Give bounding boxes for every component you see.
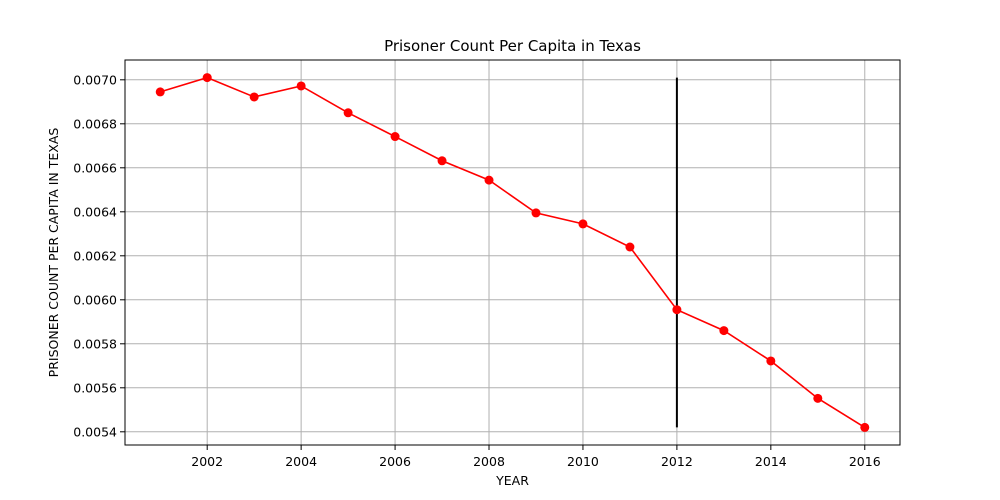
- data-point: [484, 175, 494, 185]
- x-tick-label: 2002: [191, 454, 223, 469]
- data-point: [531, 208, 541, 218]
- x-tick-label: 2004: [285, 454, 317, 469]
- data-point: [625, 242, 635, 252]
- data-point: [672, 305, 682, 315]
- plot-area-frame: [124, 59, 901, 446]
- data-point: [296, 81, 306, 91]
- data-point: [766, 356, 776, 366]
- data-point: [155, 87, 165, 97]
- y-tick-label: 0.0054: [73, 424, 117, 439]
- series-layer: [155, 73, 870, 432]
- data-point: [202, 73, 212, 83]
- x-tick-label: 2012: [661, 454, 693, 469]
- y-tick-label: 0.0056: [73, 380, 117, 395]
- y-axis-ticks: 0.0054 0.0056 0.0058 0.0060 0.0062 0.0064 0.00…: [73, 72, 125, 439]
- data-point: [813, 393, 823, 403]
- y-tick-label: 0.0068: [73, 116, 117, 131]
- x-tick-label: 2006: [379, 454, 411, 469]
- data-point: [390, 132, 400, 142]
- x-axis-title: YEAR: [495, 473, 529, 488]
- y-tick-label: 0.0060: [73, 292, 117, 307]
- grid-lines: [125, 60, 900, 445]
- y-tick-label: 0.0058: [73, 336, 117, 351]
- data-point: [249, 92, 259, 102]
- x-axis-ticks: 2002 2004 2006 2008 2010 2012 2014 2016: [191, 445, 881, 469]
- data-point: [578, 219, 588, 229]
- y-tick-label: 0.0070: [73, 72, 117, 87]
- y-tick-label: 0.0066: [73, 160, 117, 175]
- data-point: [437, 156, 447, 166]
- chart-title: Prisoner Count Per Capita in Texas: [384, 37, 641, 55]
- series-line: [159, 76, 866, 429]
- data-point: [343, 108, 353, 118]
- x-tick-label: 2010: [567, 454, 599, 469]
- y-tick-label: 0.0062: [73, 248, 117, 263]
- data-point: [860, 422, 870, 432]
- x-tick-label: 2016: [849, 454, 881, 469]
- data-point: [719, 326, 729, 336]
- y-axis-title: PRISONER COUNT PER CAPITA IN TEXAS: [46, 128, 61, 378]
- y-tick-label: 0.0064: [73, 204, 117, 219]
- x-tick-label: 2014: [755, 454, 787, 469]
- x-tick-label: 2008: [473, 454, 505, 469]
